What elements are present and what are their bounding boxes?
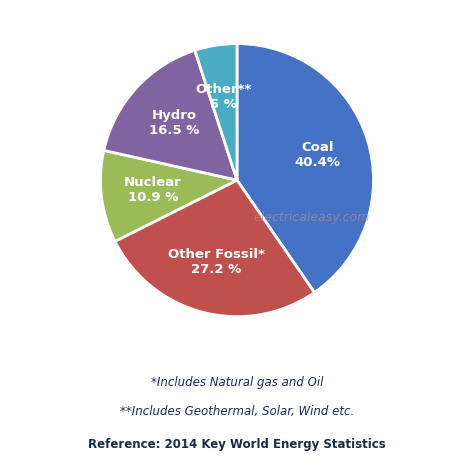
Wedge shape <box>237 44 374 292</box>
Text: Coal
40.4%: Coal 40.4% <box>295 141 341 169</box>
Text: **Includes Geothermal, Solar, Wind etc.: **Includes Geothermal, Solar, Wind etc. <box>120 405 354 418</box>
Wedge shape <box>195 44 237 180</box>
Wedge shape <box>104 50 237 180</box>
Text: Reference: 2014 Key World Energy Statistics: Reference: 2014 Key World Energy Statist… <box>88 438 386 451</box>
Text: Hydro
16.5 %: Hydro 16.5 % <box>149 109 200 137</box>
Wedge shape <box>115 180 314 317</box>
Text: electricaleasy.com: electricaleasy.com <box>254 211 370 224</box>
Text: Nuclear
10.9 %: Nuclear 10.9 % <box>124 176 182 204</box>
Wedge shape <box>100 150 237 241</box>
Text: Other Fossil*
27.2 %: Other Fossil* 27.2 % <box>167 248 264 276</box>
Text: *Includes Natural gas and Oil: *Includes Natural gas and Oil <box>151 376 323 389</box>
Text: Other**
5 %: Other** 5 % <box>196 82 252 110</box>
